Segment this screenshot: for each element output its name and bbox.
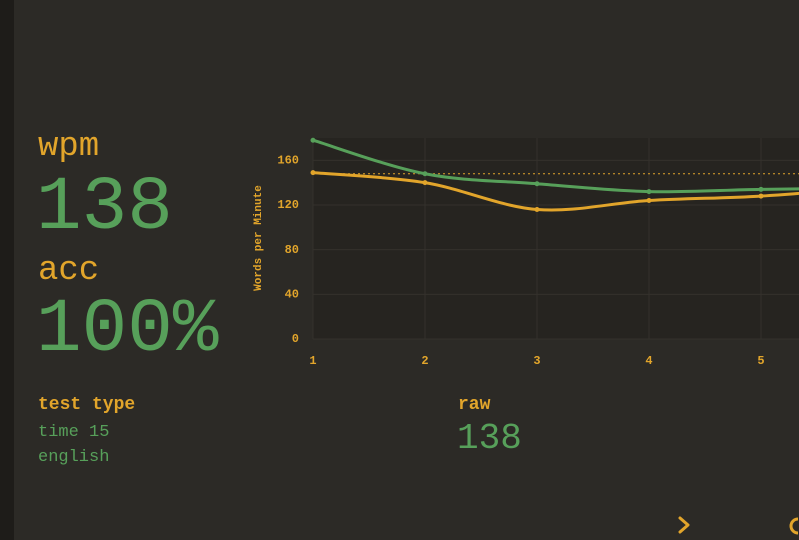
acc-value: 100% (36, 287, 219, 373)
point (310, 170, 316, 176)
x-tick-label: 2 (421, 354, 428, 368)
x-tick-label: 3 (533, 354, 540, 368)
restart-button[interactable] (784, 510, 799, 540)
point (422, 171, 428, 177)
next-icon (678, 516, 690, 534)
acc-label: acc (38, 252, 100, 290)
x-tick-label: 4 (645, 354, 652, 368)
x-tick-label: 1 (309, 354, 316, 368)
point (646, 198, 652, 204)
point (758, 186, 764, 192)
wpm-value: 138 (36, 165, 173, 251)
y-tick-label: 80 (285, 243, 299, 257)
point (422, 180, 428, 186)
raw-label: raw (458, 395, 491, 415)
point (534, 181, 540, 187)
y-tick-label: 120 (277, 198, 299, 212)
y-tick-label: 0 (292, 332, 299, 346)
y-tick-label: 40 (285, 288, 299, 302)
point (646, 189, 652, 195)
series-line (312, 138, 799, 194)
restart-icon (789, 517, 799, 535)
test-type-mode: time 15 (38, 423, 110, 442)
y-axis-title: Words per Minute (253, 185, 265, 291)
point (310, 137, 316, 143)
wpm-label: wpm (38, 128, 100, 166)
y-tick-label: 160 (277, 154, 299, 168)
point (758, 193, 764, 199)
wpm-chart: Words per Minute 0 40 80 120 160 1 2 3 4 5 (253, 137, 799, 368)
series-line (312, 171, 799, 212)
next-test-button[interactable] (670, 510, 700, 540)
raw-value: 138 (457, 418, 522, 459)
point (534, 206, 540, 212)
test-type-language: english (38, 448, 110, 467)
x-tick-label: 5 (757, 354, 764, 368)
test-type-label: test type (38, 395, 136, 415)
plot-area (313, 138, 799, 339)
